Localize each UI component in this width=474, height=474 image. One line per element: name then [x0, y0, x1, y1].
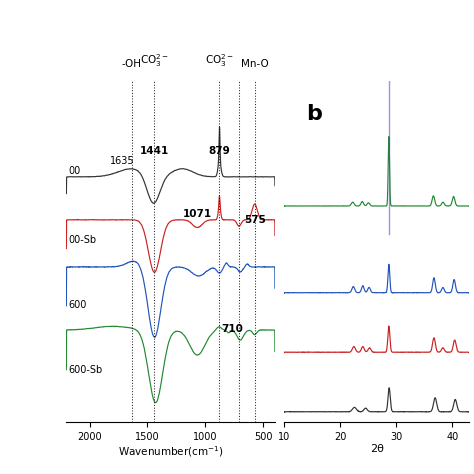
Text: 710: 710: [222, 324, 244, 334]
Text: 575: 575: [244, 215, 265, 225]
Text: 00-Sb: 00-Sb: [68, 235, 96, 245]
Text: CO$_3^{2-}$: CO$_3^{2-}$: [140, 52, 169, 69]
Text: Mn-O: Mn-O: [241, 59, 268, 69]
X-axis label: Wavenumber(cm$^{-1}$): Wavenumber(cm$^{-1}$): [118, 444, 224, 459]
Text: -OH: -OH: [122, 59, 142, 69]
Text: 600: 600: [68, 301, 86, 310]
Text: b: b: [307, 104, 322, 125]
Text: 600-Sb: 600-Sb: [68, 365, 102, 375]
Text: 879: 879: [209, 146, 230, 156]
Text: CO$_3^{2-}$: CO$_3^{2-}$: [205, 52, 234, 69]
Text: 1635: 1635: [109, 156, 134, 166]
Text: 00: 00: [68, 166, 81, 176]
Text: 1441: 1441: [140, 146, 169, 156]
X-axis label: 2θ: 2θ: [370, 444, 384, 455]
Text: 1071: 1071: [182, 209, 212, 219]
